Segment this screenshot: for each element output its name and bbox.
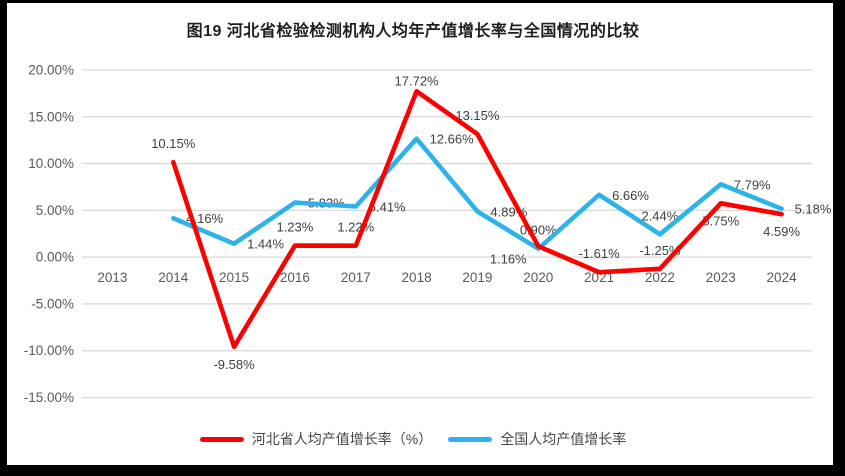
y-axis-tick-label: 5.00% [36, 203, 74, 218]
legend-item-hebei: 河北省人均产值增长率（%） [199, 429, 433, 449]
x-axis-tick-label: 2024 [767, 270, 798, 285]
series-line-0 [171, 89, 784, 350]
data-label: 12.66% [430, 132, 475, 147]
y-axis-tick-label: 0.00% [36, 250, 74, 265]
data-label: 5.18% [795, 202, 832, 217]
data-label: 1.23% [276, 220, 313, 235]
data-label: 1.16% [490, 251, 527, 266]
x-axis-tick-label: 2018 [402, 270, 432, 285]
data-label: 5.41% [369, 200, 406, 215]
x-axis-tick-label: 2019 [462, 270, 492, 285]
y-axis-tick-label: -15.00% [24, 390, 74, 405]
x-axis-tick-label: 2015 [219, 270, 249, 285]
y-axis-tick-label: 20.00% [28, 63, 74, 78]
y-axis-tick-label: -5.00% [31, 296, 74, 311]
x-axis-tick-label: 2014 [158, 270, 189, 285]
data-label: -1.61% [578, 246, 620, 261]
y-axis-tick-label: 15.00% [28, 109, 74, 124]
data-label: 5.75% [702, 213, 739, 228]
x-axis-tick-label: 2017 [341, 270, 371, 285]
chart-title: 图19 河北省检验检测机构人均年产值增长率与全国情况的比较 [186, 23, 640, 40]
y-axis-tick-label: 10.00% [28, 156, 74, 171]
legend-item-national: 全国人均产值增长率 [448, 429, 626, 449]
hebei-series-swatch-icon [199, 436, 244, 442]
data-label: 4.59% [763, 224, 800, 239]
x-axis-tick-label: 2022 [645, 270, 675, 285]
legend-label-hebei: 河北省人均产值增长率（%） [251, 431, 433, 447]
x-axis-tick-label: 2013 [97, 270, 127, 285]
data-label: -9.58% [213, 357, 255, 372]
national-series-swatch-icon [448, 436, 493, 442]
data-label: 13.15% [455, 108, 500, 123]
data-label: 7.79% [734, 177, 771, 192]
x-axis-tick-label: 2016 [280, 270, 310, 285]
legend-label-national: 全国人均产值增长率 [500, 431, 627, 447]
data-label: 17.72% [395, 73, 440, 88]
chart-legend: 河北省人均产值增长率（%） 全国人均产值增长率 [7, 429, 819, 449]
x-axis-tick-label: 2020 [523, 270, 553, 285]
y-axis-tick-label: -10.00% [24, 343, 74, 358]
data-label: 1.44% [247, 237, 284, 252]
x-axis-tick-label: 2023 [706, 270, 736, 285]
data-label: 10.15% [151, 136, 196, 151]
data-label: 4.16% [186, 211, 223, 226]
series-line-1 [171, 136, 784, 251]
data-label: 6.66% [612, 188, 649, 203]
data-label: 1.22% [337, 220, 374, 235]
data-label: 2.44% [641, 208, 678, 223]
